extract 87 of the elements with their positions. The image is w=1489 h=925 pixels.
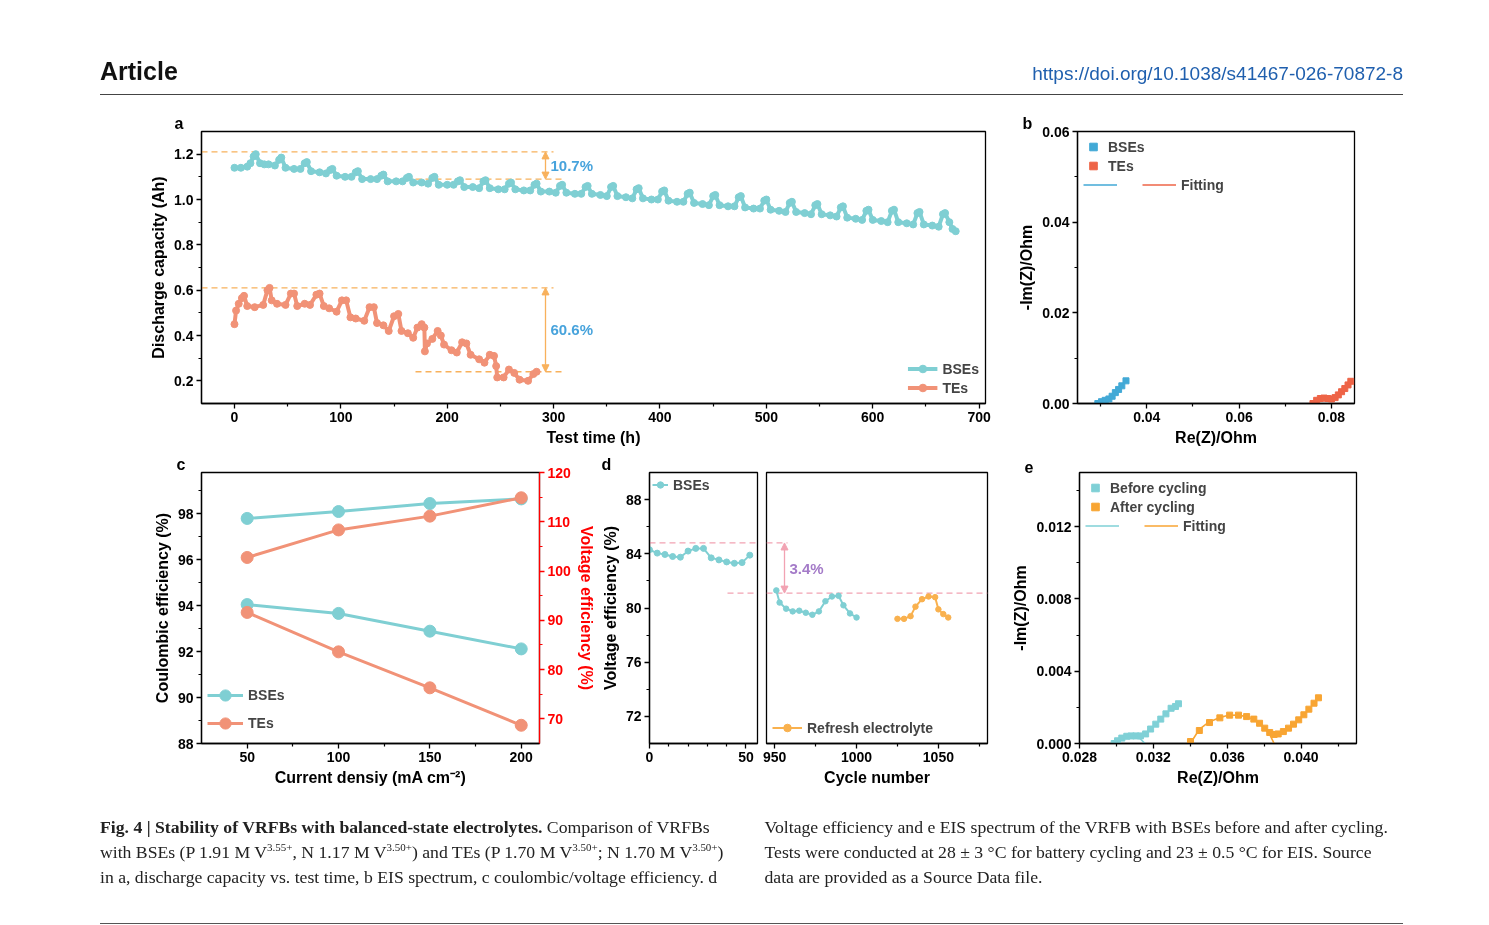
- y-tick-label: 0.00: [1042, 395, 1070, 412]
- x-tick-label: 100: [326, 748, 351, 765]
- y-tick-label: 0.004: [1036, 663, 1072, 680]
- y-tick-label: 96: [177, 551, 194, 568]
- x-tick-label: 0.040: [1283, 748, 1319, 765]
- y2-axis-title: Voltage efficiency (%): [577, 525, 595, 691]
- text: Article: [100, 56, 178, 87]
- y2-tick-label: 100: [547, 563, 572, 580]
- y-tick-label: 84: [625, 545, 642, 562]
- caption: Fig. 4 | Stability of VRFBs with balanced-state electrolytes.: [100, 817, 543, 837]
- text: https://doi.org/10.1038/s41467-026-70872-8: [1032, 62, 1403, 86]
- y-tick-label: 94: [177, 597, 194, 614]
- legend-label: BSEs: [1108, 137, 1145, 156]
- chart-title: c: [176, 455, 186, 473]
- x-axis-title: Test time (h): [546, 428, 641, 446]
- x-tick-label: 500: [754, 408, 779, 425]
- y-tick-label: 92: [177, 643, 194, 660]
- x-axis-title: Re(Z)/Ohm: [1175, 428, 1257, 446]
- y2-tick-label: 110: [547, 513, 571, 530]
- x-tick-label: 100: [329, 408, 353, 425]
- legend-label: BSEs: [942, 359, 979, 378]
- legend-label: TEs: [942, 378, 969, 397]
- x-tick-label: 0.032: [1135, 748, 1172, 765]
- legend-label: TEs: [1108, 156, 1134, 175]
- x-tick-label: 0: [230, 408, 239, 425]
- y-tick-label: 88: [177, 735, 194, 752]
- annotation: 10.7%: [550, 157, 594, 174]
- y-tick-label: 1.2: [174, 146, 194, 163]
- y-tick-label: 0.06: [1042, 123, 1070, 140]
- y2-tick-label: 70: [547, 710, 564, 727]
- annotation: 3.4%: [789, 559, 824, 577]
- y2-tick-label: 90: [547, 612, 564, 629]
- y-axis-title: Discharge capacity (Ah): [150, 176, 168, 359]
- chart-title: b: [1022, 114, 1033, 132]
- legend-label: Fitting: [1181, 175, 1224, 194]
- x-tick-label: 0.06: [1225, 408, 1253, 425]
- x-tick-label: 0.08: [1317, 408, 1346, 425]
- y-axis-title: Voltage efficiency (%): [601, 525, 619, 691]
- y-tick-label: 0.012: [1036, 518, 1072, 535]
- y-tick-label: 0.4: [174, 327, 194, 344]
- x-tick-label: 200: [435, 408, 460, 425]
- x-tick-label: 150: [418, 748, 442, 765]
- x-tick-label: 600: [861, 408, 885, 425]
- x-tick-label: 700: [967, 408, 992, 425]
- x-tick-label: 0: [645, 748, 654, 765]
- y2-tick-label: 80: [547, 661, 564, 678]
- y-axis-title: -Im(Z)/Ohm: [1018, 224, 1036, 311]
- y-tick-label: 0.04: [1042, 214, 1070, 231]
- y-tick-label: 0.008: [1036, 590, 1072, 607]
- legend-label: TEs: [248, 714, 274, 733]
- y-tick-label: 76: [625, 654, 642, 671]
- legend-label: BSEs: [248, 686, 285, 705]
- x-tick-label: 50: [738, 748, 754, 765]
- y-tick-label: 98: [177, 505, 194, 522]
- x-tick-label: 300: [541, 408, 566, 425]
- x-axis-title: Current densiy (mA cm⁻²): [274, 768, 466, 786]
- legend-label: Refresh electrolyte: [807, 718, 934, 737]
- annotation: 60.6%: [550, 321, 594, 339]
- y2-tick-label: 120: [547, 464, 572, 481]
- y-tick-label: 88: [625, 491, 642, 508]
- x-tick-label: 0.036: [1209, 748, 1245, 765]
- legend-label: Before cycling: [1110, 478, 1207, 497]
- x-tick-label: 400: [648, 408, 672, 425]
- y-axis-title: -Im(Z)/Ohm: [1012, 565, 1030, 651]
- y-tick-label: 80: [625, 600, 642, 616]
- chart-title: a: [174, 114, 184, 132]
- y-tick-label: 90: [177, 689, 194, 706]
- x-tick-label: 950: [763, 748, 787, 765]
- y-axis-title: Coulombic efficiency (%): [153, 512, 171, 704]
- y-tick-label: 1.0: [174, 191, 194, 208]
- y-tick-label: 72: [625, 708, 642, 725]
- chart-title: e: [1024, 458, 1034, 476]
- y-tick-label: 0.02: [1042, 304, 1070, 321]
- x-axis-title: Re(Z)/Ohm: [1177, 768, 1259, 786]
- y-tick-label: 0.8: [174, 236, 194, 253]
- x-axis-title: Cycle number: [824, 768, 930, 786]
- x-tick-label: 0.04: [1133, 408, 1161, 425]
- x-tick-label: 200: [509, 748, 534, 765]
- y-tick-label: 0.6: [174, 282, 194, 299]
- x-tick-label: 1000: [840, 748, 873, 765]
- legend-label: After cycling: [1110, 497, 1195, 516]
- x-tick-label: 50: [239, 748, 256, 765]
- legend-label: BSEs: [673, 475, 710, 494]
- y-tick-label: 0.2: [174, 372, 194, 389]
- legend-label: Fitting: [1183, 516, 1226, 535]
- x-tick-label: 1050: [922, 748, 955, 765]
- chart-title: d: [601, 455, 612, 473]
